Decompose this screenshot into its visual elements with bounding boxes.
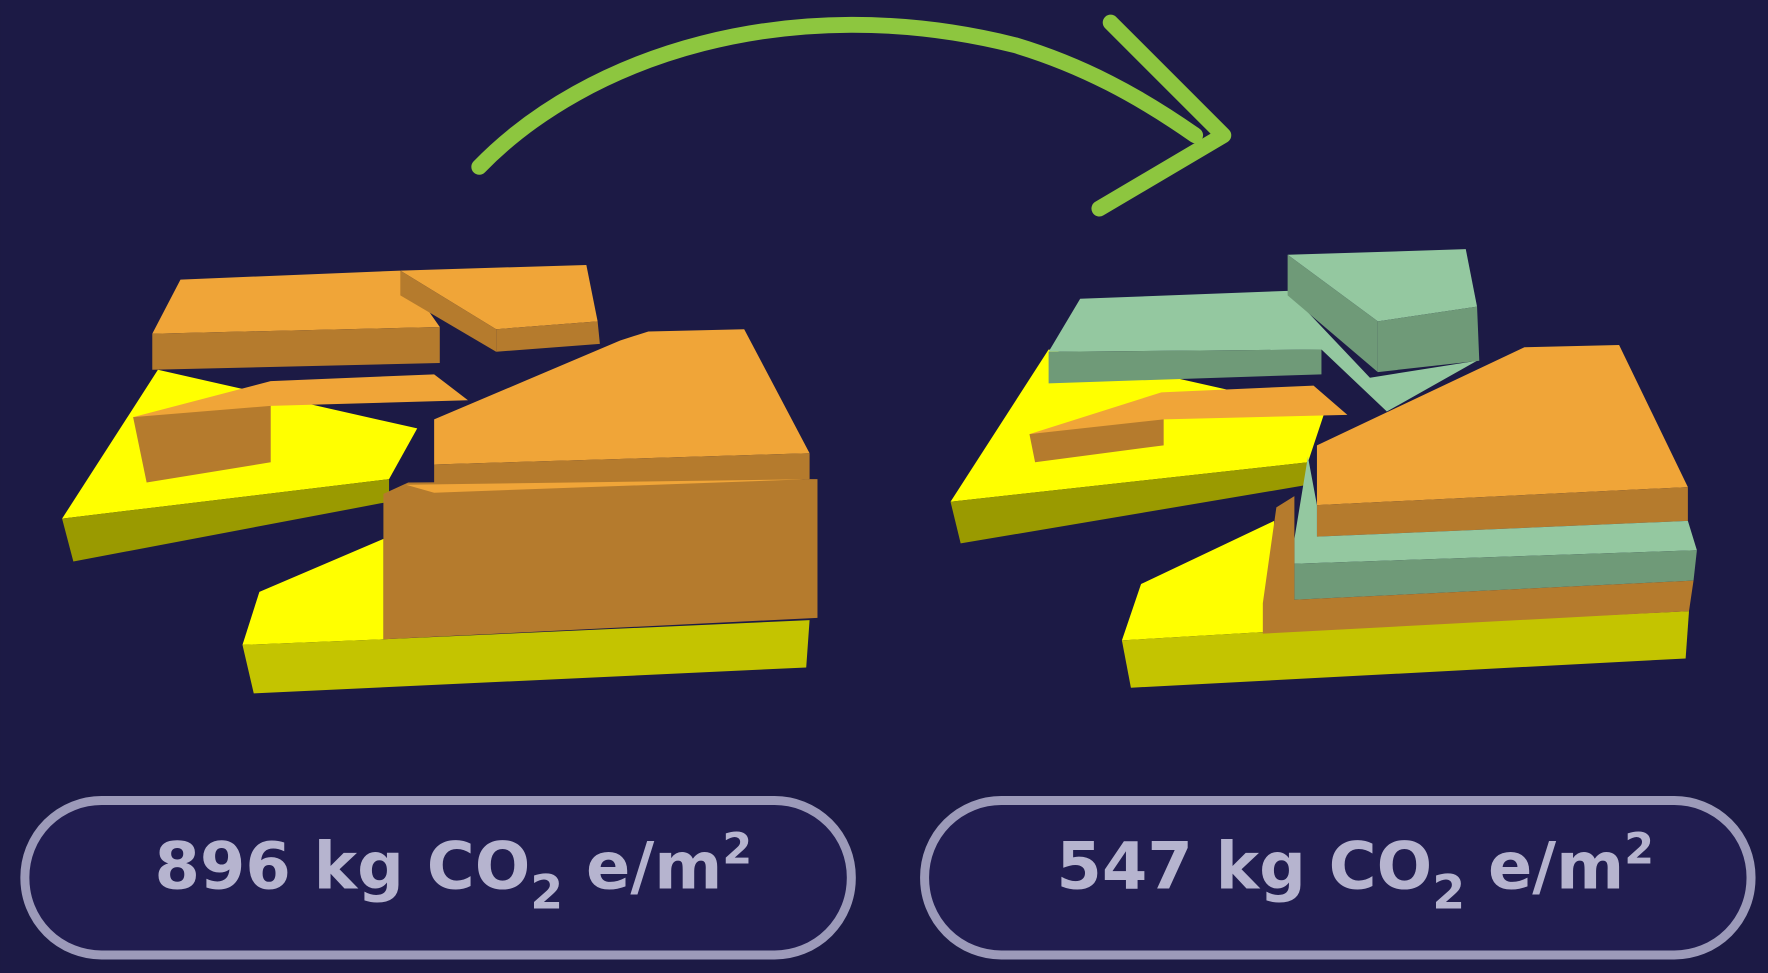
carbon-label: 896 kg CO2 e/m2	[154, 825, 752, 921]
subscript: 2	[1432, 866, 1465, 921]
unit: kg CO	[1216, 828, 1433, 904]
carbon-label: 547 kg CO2 e/m2	[1056, 825, 1654, 921]
subscript: 2	[530, 866, 563, 921]
value: 896	[154, 828, 290, 904]
arrow	[471, 14, 1232, 217]
unit: kg CO	[314, 828, 531, 904]
building-before	[62, 264, 818, 694]
label-pill	[920, 795, 1756, 960]
unit: e/m	[1488, 828, 1624, 904]
unit	[1465, 828, 1488, 904]
value: 547	[1056, 828, 1192, 904]
superscript: 2	[1624, 825, 1654, 875]
building-after	[950, 249, 1697, 688]
unit	[563, 828, 586, 904]
label-pill	[20, 795, 856, 960]
superscript: 2	[722, 825, 752, 875]
unit: e/m	[586, 828, 722, 904]
